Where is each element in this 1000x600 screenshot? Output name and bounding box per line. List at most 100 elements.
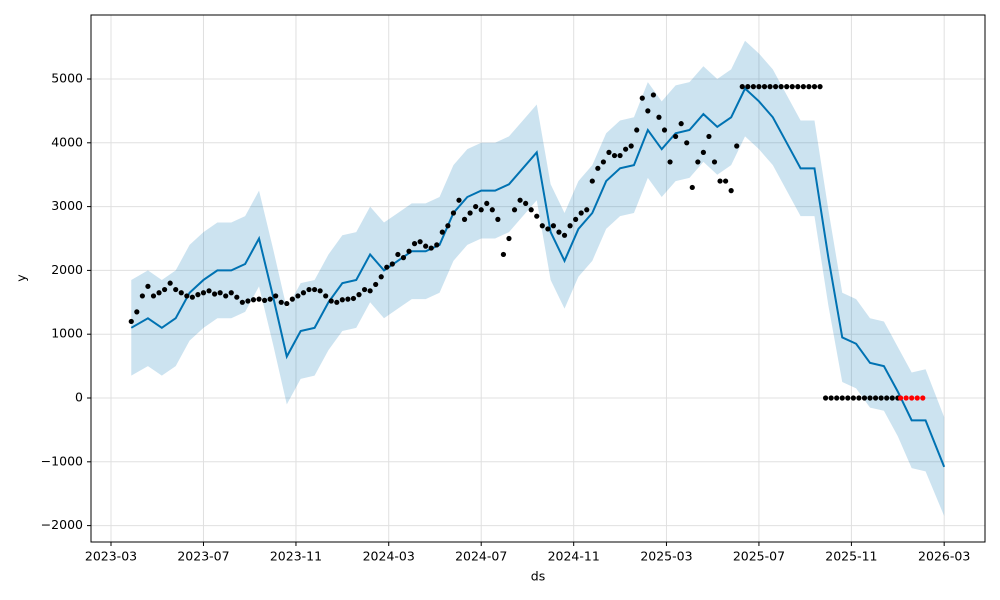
data-point	[206, 288, 212, 294]
y-tick-label: 0	[75, 390, 83, 405]
data-point	[634, 127, 640, 133]
data-point	[695, 159, 701, 165]
data-point	[173, 286, 179, 293]
data-point	[261, 297, 268, 303]
data-point	[534, 213, 540, 219]
data-point	[311, 286, 318, 293]
data-point	[606, 149, 612, 155]
x-tick-label: 2024-03	[363, 549, 415, 564]
data-point	[445, 223, 451, 229]
data-point	[611, 152, 618, 159]
data-point	[467, 210, 473, 216]
data-point	[250, 297, 257, 303]
data-point	[867, 395, 873, 401]
data-point	[573, 216, 579, 222]
data-point	[428, 245, 434, 251]
x-tick-label: 2026-03	[918, 549, 970, 564]
data-point	[373, 281, 379, 288]
data-point	[289, 296, 295, 302]
data-point	[889, 395, 895, 401]
data-point	[667, 159, 673, 165]
data-point	[500, 251, 507, 258]
data-point	[439, 229, 445, 235]
data-point	[150, 293, 157, 299]
data-point	[717, 178, 723, 184]
y-tick-label: −1000	[41, 453, 83, 468]
data-point	[878, 395, 884, 401]
data-point	[273, 293, 279, 299]
data-point	[789, 84, 795, 90]
data-point	[584, 207, 590, 213]
data-point	[384, 264, 390, 270]
data-point	[639, 95, 645, 101]
data-point	[778, 84, 784, 90]
data-point	[600, 159, 607, 165]
data-point	[367, 288, 373, 294]
data-point	[689, 184, 695, 191]
plot-frame	[90, 14, 986, 543]
data-point	[772, 84, 779, 90]
data-point	[734, 143, 740, 149]
data-point	[267, 296, 273, 302]
data-point	[239, 299, 245, 305]
data-point	[139, 293, 145, 299]
data-point	[145, 283, 151, 289]
data-point	[550, 223, 557, 229]
data-point	[817, 84, 823, 90]
data-point	[334, 299, 340, 305]
data-point	[884, 395, 890, 401]
data-point	[128, 318, 134, 325]
data-point	[378, 274, 384, 280]
data-point	[461, 216, 468, 222]
data-point	[828, 395, 834, 401]
data-point	[506, 235, 512, 242]
data-point	[156, 290, 162, 296]
data-point	[450, 210, 457, 216]
data-point	[211, 291, 218, 297]
data-point	[845, 395, 851, 401]
data-point	[517, 197, 523, 203]
data-point	[411, 241, 418, 247]
data-point	[739, 84, 745, 90]
data-point	[756, 84, 762, 90]
data-point	[161, 286, 168, 293]
data-point	[872, 395, 879, 401]
data-point	[728, 188, 734, 194]
x-tick-label: 2025-07	[733, 549, 785, 564]
data-point	[856, 395, 862, 401]
x-tick-label: 2023-07	[177, 549, 229, 564]
data-point	[456, 197, 462, 203]
data-point	[567, 223, 573, 229]
data-point	[217, 290, 223, 296]
data-point	[784, 84, 790, 90]
data-point	[511, 207, 518, 213]
x-tick-label: 2023-03	[85, 549, 137, 564]
data-point	[528, 207, 534, 213]
x-tick-label: 2025-11	[825, 549, 877, 564]
data-point	[678, 121, 684, 127]
data-point	[723, 178, 729, 184]
x-tick-label: 2024-11	[548, 549, 600, 564]
data-point	[361, 286, 368, 293]
data-point	[850, 395, 856, 401]
data-point	[650, 92, 656, 98]
data-point	[539, 223, 545, 229]
data-point	[223, 293, 229, 299]
data-point	[595, 165, 601, 171]
data-point	[750, 84, 756, 90]
data-point	[300, 290, 307, 296]
data-point	[806, 84, 812, 90]
data-point	[800, 84, 806, 90]
data-point	[684, 140, 690, 146]
data-point	[389, 261, 395, 267]
data-point	[909, 395, 915, 401]
data-point	[184, 293, 190, 299]
y-tick-label: 5000	[51, 70, 83, 85]
data-point	[556, 229, 562, 235]
data-point	[623, 146, 629, 152]
data-point	[339, 297, 345, 303]
data-point	[195, 292, 201, 298]
data-point	[356, 292, 362, 298]
data-point	[617, 152, 623, 159]
